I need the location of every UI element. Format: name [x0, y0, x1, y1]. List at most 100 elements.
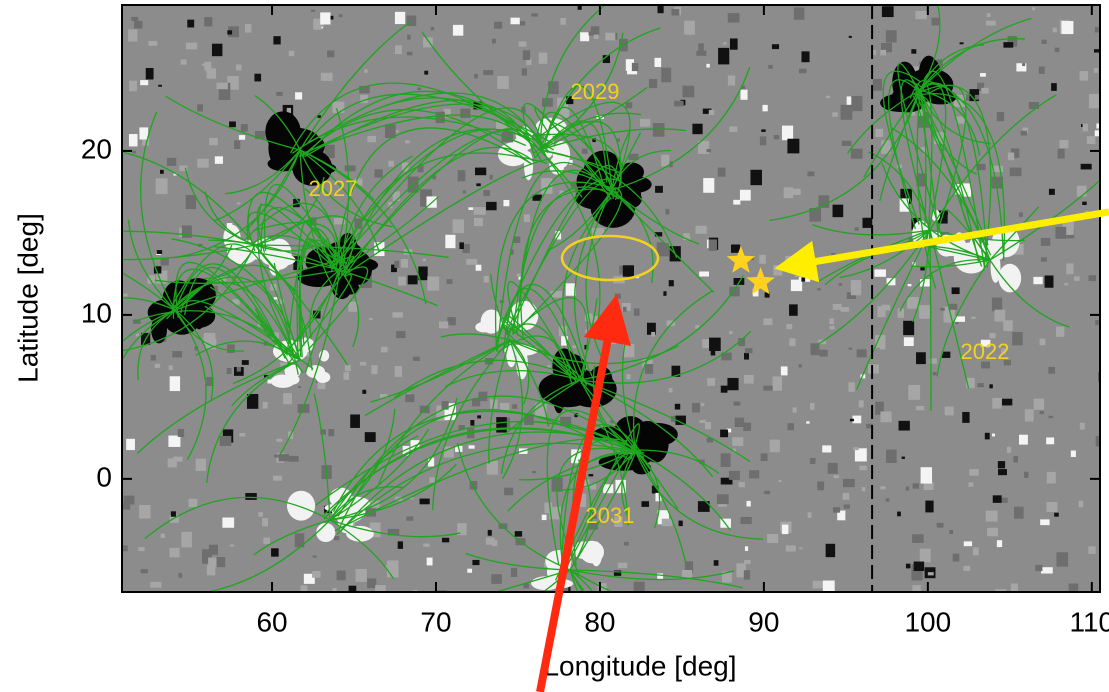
- speckle: [804, 252, 811, 260]
- speckle: [1040, 411, 1044, 414]
- speckle: [168, 436, 180, 447]
- speckle: [1041, 238, 1050, 246]
- speckle: [178, 429, 184, 437]
- speckle: [906, 564, 911, 569]
- speckle: [407, 35, 410, 40]
- speckle: [873, 79, 882, 91]
- speckle: [1080, 71, 1089, 80]
- speckle: [808, 512, 812, 518]
- speckle: [1048, 416, 1053, 418]
- speckle: [740, 190, 751, 201]
- speckle: [1054, 513, 1059, 517]
- speckle: [1059, 140, 1068, 148]
- speckle: [1082, 202, 1086, 205]
- speckle: [781, 366, 788, 375]
- speckle: [1032, 7, 1035, 10]
- speckle: [851, 96, 862, 111]
- speckle: [1064, 283, 1068, 285]
- speckle: [773, 265, 782, 275]
- speckle: [684, 21, 695, 35]
- speckle: [453, 219, 464, 233]
- speckle: [764, 491, 770, 494]
- speckle: [969, 469, 979, 476]
- speckle: [398, 276, 406, 285]
- speckle: [344, 372, 350, 380]
- speckle: [605, 33, 615, 41]
- speckle: [914, 562, 925, 571]
- speckle: [746, 501, 750, 507]
- speckle: [761, 453, 768, 461]
- speckle: [274, 455, 279, 458]
- speckle: [721, 453, 731, 467]
- speckle: [427, 558, 433, 566]
- speckle: [1021, 131, 1027, 136]
- speckle: [729, 126, 737, 132]
- speckle: [1048, 367, 1055, 374]
- speckle: [490, 175, 493, 180]
- speckle: [733, 200, 740, 205]
- speckle: [806, 421, 809, 423]
- speckle: [744, 560, 751, 564]
- speckle: [744, 570, 750, 579]
- speckle: [273, 476, 282, 481]
- speckle: [882, 305, 890, 311]
- speckle: [975, 95, 979, 100]
- speckle: [362, 390, 366, 394]
- speckle: [793, 407, 797, 412]
- y-tick-label: 20: [81, 133, 112, 164]
- speckle: [371, 365, 377, 374]
- speckle: [841, 307, 850, 312]
- speckle: [236, 64, 241, 70]
- speckle: [940, 308, 944, 311]
- speckle: [992, 398, 1001, 409]
- speckle: [1083, 124, 1088, 132]
- speckle: [655, 58, 662, 67]
- speckle: [1019, 435, 1028, 445]
- speckle: [151, 355, 156, 361]
- speckle: [169, 548, 179, 558]
- speckle: [222, 518, 234, 528]
- speckle: [749, 470, 759, 478]
- speckle: [209, 545, 218, 555]
- speckle: [431, 27, 435, 30]
- speckle: [423, 544, 429, 547]
- speckle: [204, 62, 211, 71]
- speckle: [880, 343, 885, 349]
- speckle: [709, 338, 721, 351]
- speckle: [721, 386, 728, 393]
- speckle: [522, 68, 527, 75]
- speckle: [212, 44, 222, 56]
- speckle: [395, 366, 402, 377]
- speckle: [171, 511, 176, 516]
- speckle: [763, 386, 772, 391]
- x-tick-label: 70: [420, 606, 451, 637]
- speckle: [718, 48, 729, 65]
- speckle: [1013, 456, 1018, 463]
- speckle: [381, 347, 388, 353]
- speckle: [666, 209, 670, 215]
- speckle: [215, 156, 223, 164]
- speckle: [229, 121, 236, 127]
- speckle: [817, 288, 821, 290]
- speckle: [853, 447, 859, 450]
- speckle: [374, 169, 382, 177]
- speckle: [1034, 399, 1044, 410]
- speckle: [289, 51, 294, 56]
- speckle: [919, 305, 930, 319]
- speckle: [1095, 27, 1099, 32]
- speckle: [993, 495, 1002, 503]
- speckle: [953, 554, 960, 562]
- speckle: [834, 475, 840, 478]
- speckle: [830, 326, 835, 330]
- speckle: [1045, 275, 1054, 287]
- speckle: [932, 18, 940, 26]
- speckle: [744, 353, 749, 360]
- speckle: [911, 49, 916, 54]
- speckle: [245, 24, 251, 32]
- speckle: [356, 569, 367, 582]
- speckle: [311, 10, 315, 12]
- speckle: [826, 544, 835, 557]
- speckle: [674, 101, 684, 107]
- speckle: [132, 151, 136, 154]
- speckle: [789, 304, 798, 315]
